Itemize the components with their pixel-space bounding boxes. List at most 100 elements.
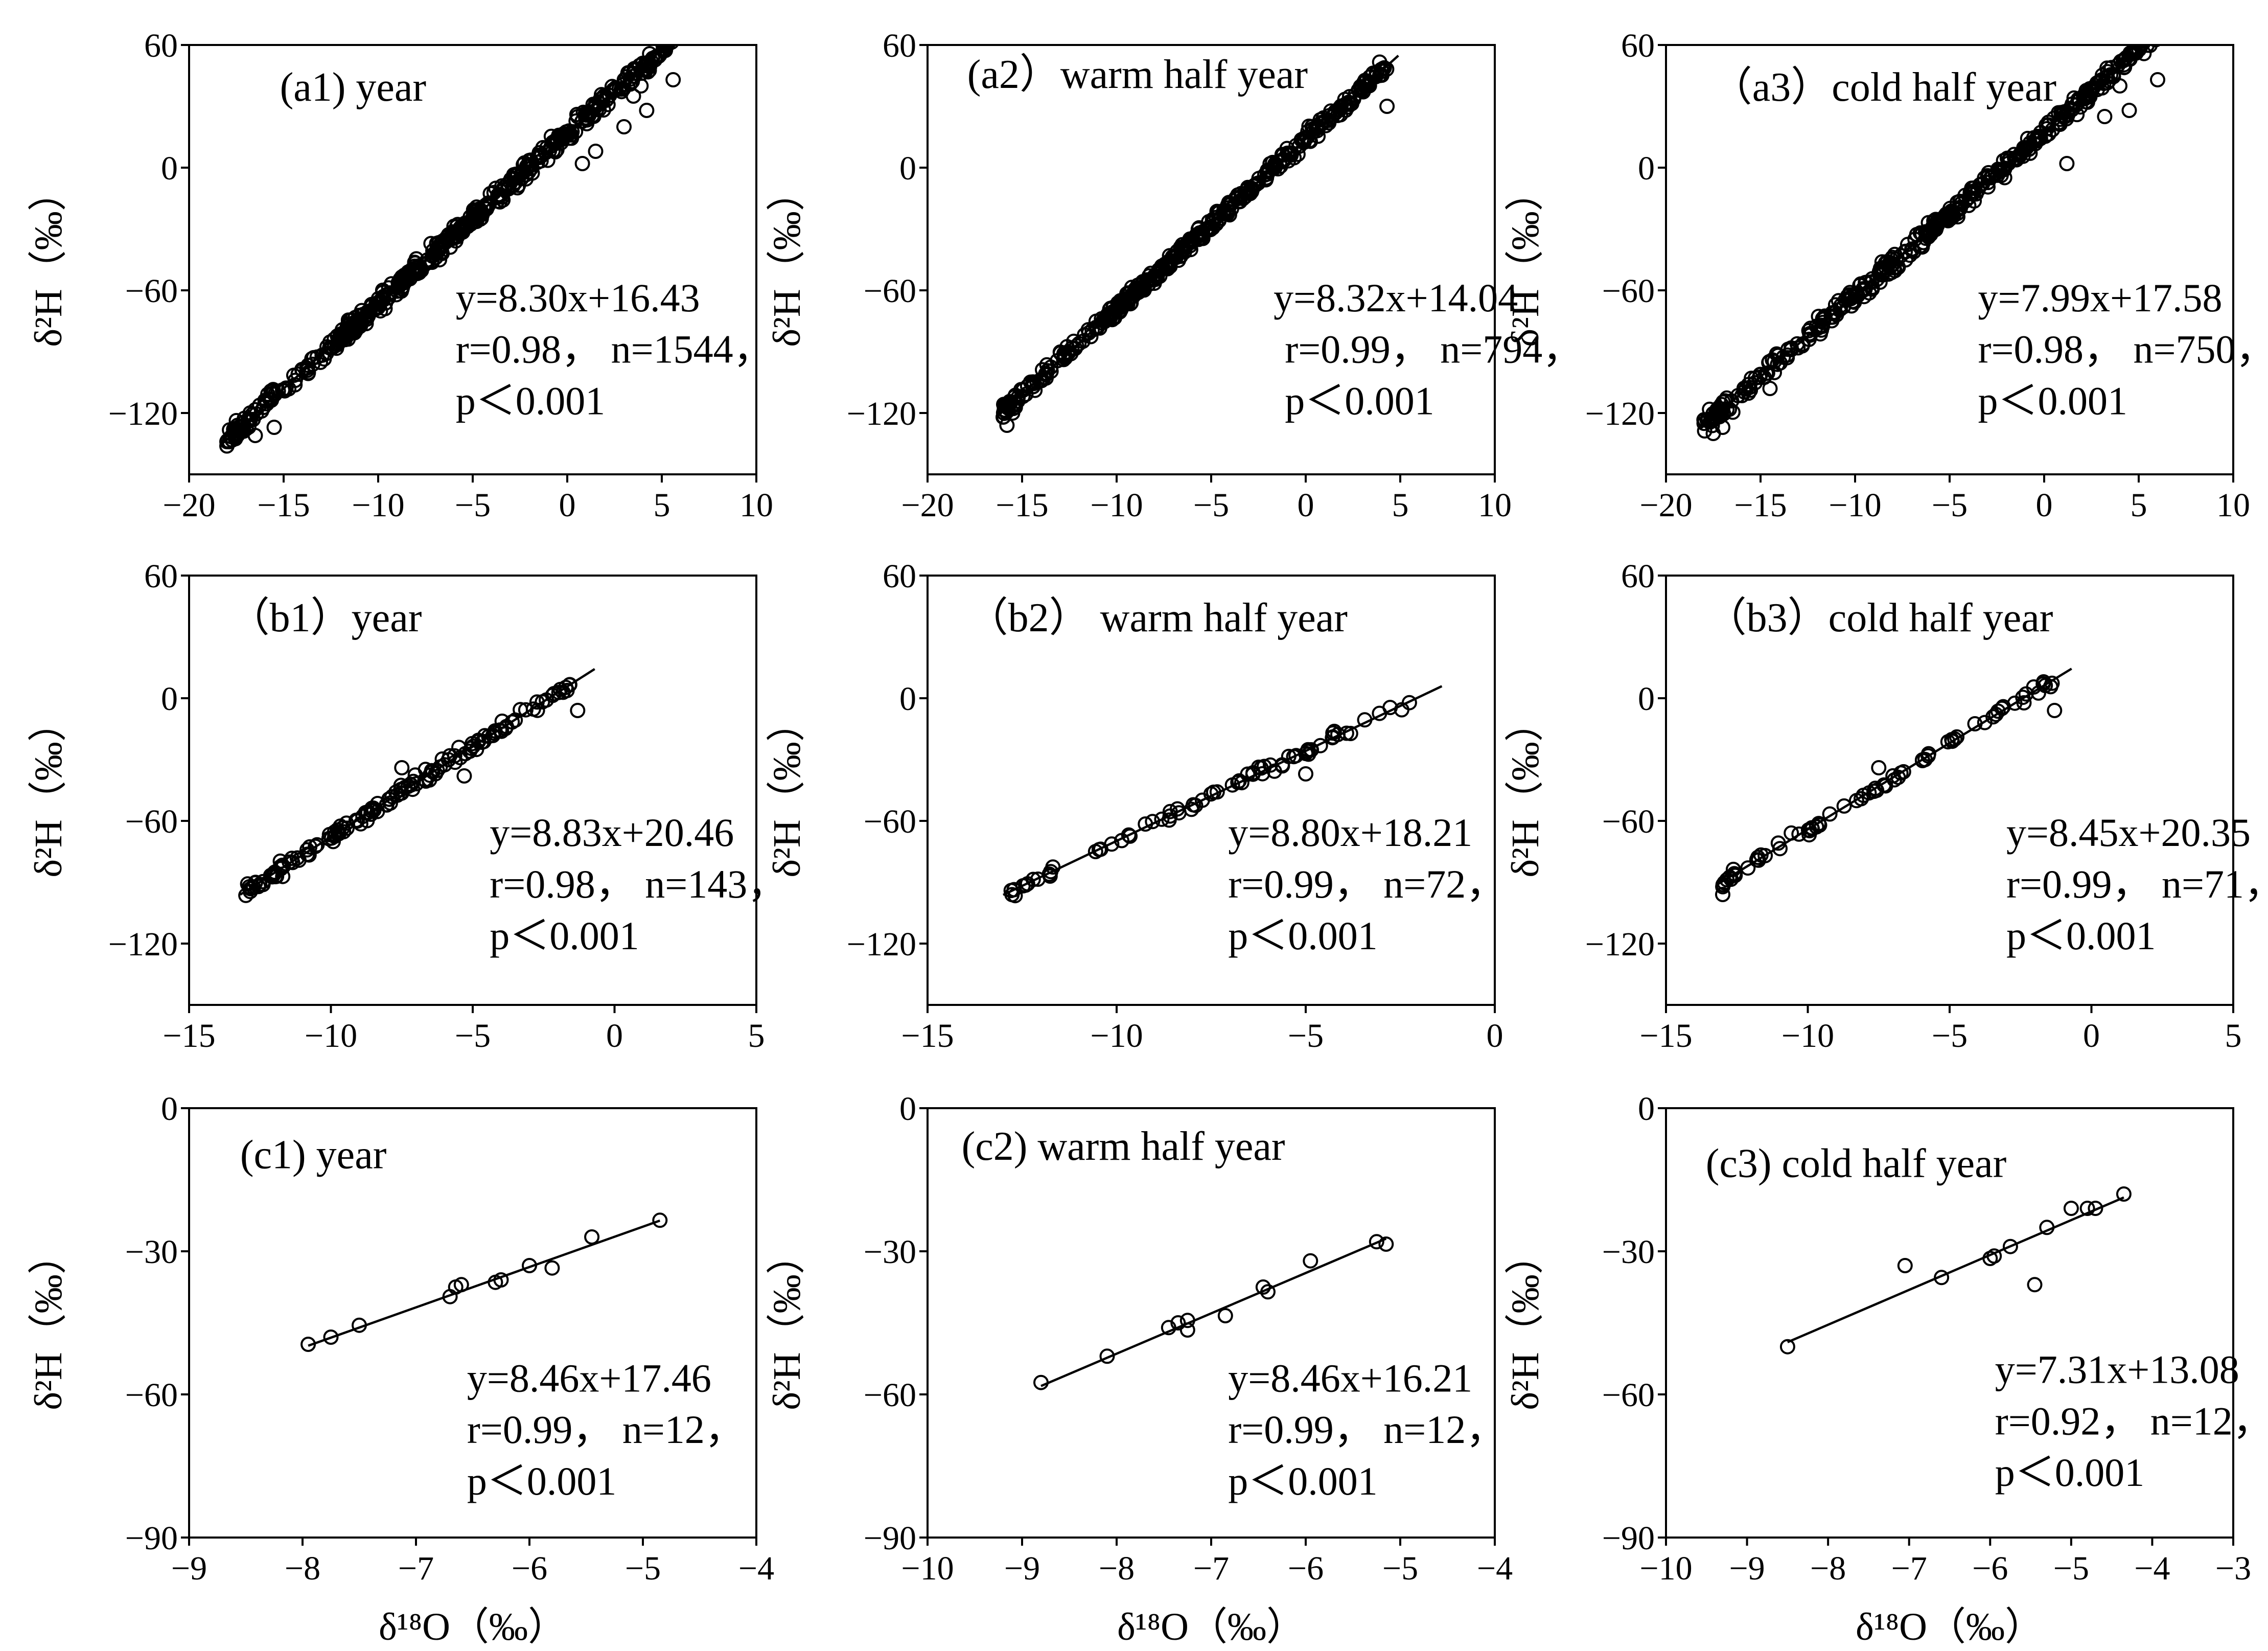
y-tick-label-c3: −90 (1602, 1520, 1655, 1557)
panel-title-b3: （b3）cold half year (1706, 595, 2053, 640)
x-tick-label-c1: −9 (171, 1550, 207, 1587)
data-point-a3-368 (1840, 292, 1856, 308)
data-point-a3-366 (1950, 202, 1965, 218)
data-point-a3-385 (1943, 203, 1959, 219)
y-tick-label-b1: 0 (161, 680, 178, 718)
axes-frame-c2 (927, 1107, 1496, 1539)
y-tick-label-c3: −60 (1602, 1377, 1655, 1414)
data-point-b1-133 (364, 800, 380, 816)
x-tick-label-a3: 5 (2131, 487, 2147, 524)
data-point-b3-21 (1740, 860, 1756, 876)
data-point-b3-71 (2047, 703, 2063, 718)
x-tick-label-a3: −15 (1734, 487, 1787, 524)
data-point-a3-314 (2122, 51, 2138, 67)
data-layer-b1 (238, 668, 595, 903)
data-point-b2-69 (1003, 883, 1019, 899)
data-point-a2-374 (1327, 104, 1343, 120)
data-point-a1-301 (538, 145, 553, 160)
data-point-b1-130 (327, 829, 342, 844)
data-point-a1-517 (554, 129, 570, 145)
data-point-b3-55 (1977, 715, 1993, 730)
data-point-b3-42 (1791, 826, 1807, 842)
data-point-a1-515 (375, 282, 390, 298)
x-tick-label-c2: −9 (1004, 1550, 1040, 1587)
data-point-a2-417 (1034, 372, 1050, 387)
data-point-a1-392 (490, 193, 505, 209)
x-tick-label-b2: −10 (1090, 1017, 1143, 1054)
data-point-a3-406 (1715, 420, 1730, 435)
data-point-a1-470 (521, 164, 537, 180)
x-tick-label-a3: 0 (2036, 487, 2053, 524)
regression-equation-c3: y=7.31x+13.08 (1995, 1347, 2239, 1392)
x-tick-label-a2: −20 (901, 487, 954, 524)
data-point-a3-404 (2059, 156, 2075, 171)
x-tick-label-c1: −7 (398, 1550, 434, 1587)
x-tick-label-a1: −15 (257, 487, 310, 524)
x-tick-label-b2: −15 (901, 1017, 954, 1054)
data-point-b1-128 (539, 692, 554, 708)
panel-title-c3: (c3) cold half year (1706, 1141, 2007, 1186)
fit-line-a1 (222, 45, 668, 444)
data-point-c3-5 (2002, 1239, 2018, 1254)
data-point-a2-382 (1128, 281, 1143, 296)
x-tick-label-a1: 10 (739, 487, 773, 524)
data-point-a3-399 (1928, 220, 1944, 236)
regression-stats-b2: r=0.99， n=72， (1228, 862, 1506, 906)
x-tick-label-c1: −6 (512, 1550, 547, 1587)
y-tick-label-a2: 60 (883, 27, 916, 64)
y-tick-label-c1: −30 (125, 1233, 178, 1271)
data-point-a3-313 (2008, 152, 2024, 168)
data-point-b3-64 (1811, 816, 1826, 832)
y-tick-label-a2: −120 (847, 395, 916, 432)
data-point-b3-72 (1871, 760, 1887, 775)
data-point-c2-1 (1099, 1348, 1115, 1364)
data-point-a1-529 (219, 434, 235, 449)
data-point-b1-74 (407, 767, 423, 783)
data-point-a3-398 (1887, 263, 1903, 279)
data-point-c3-2 (1934, 1270, 1950, 1286)
data-point-a3-276 (1730, 388, 1746, 403)
data-point-a1-296 (658, 45, 674, 51)
y-axis-label-b3: δ²H（‰） (1504, 703, 1547, 877)
data-point-b1-67 (348, 812, 364, 828)
x-tick-label-a2: −15 (996, 487, 1048, 524)
x-tick-label-a1: −20 (163, 487, 215, 524)
x-tick-label-c2: −5 (1382, 1550, 1418, 1587)
data-point-b3-62 (1990, 703, 2006, 719)
y-tick-label-b2: 0 (899, 680, 916, 718)
x-tick-label-c3: −6 (1972, 1550, 2008, 1587)
y-axis-label-b1: δ²H（‰） (27, 703, 70, 877)
data-point-b1-129 (335, 820, 351, 836)
y-tick-label-b2: −60 (864, 803, 916, 840)
data-point-b1-143 (570, 703, 586, 718)
data-point-a2-400 (1100, 310, 1116, 326)
p-value-c2: p＜0.001 (1228, 1459, 1378, 1503)
data-point-a3-149 (2149, 45, 2161, 48)
regression-stats-b1: r=0.98， n=143， (490, 862, 787, 906)
data-point-a3-379 (2076, 87, 2092, 103)
y-tick-label-c1: −60 (125, 1377, 178, 1414)
axes-frame-c1 (188, 1107, 757, 1539)
panel-c2: −10 −9 −8 −7 −6 −5 −4 −90 −60 −30 0 δ²H（‰） δ¹⁸O（‰） (c… (766, 1090, 1513, 1648)
data-point-c2-9 (1303, 1253, 1318, 1269)
y-axis-label-b2: δ²H（‰） (766, 703, 808, 877)
y-axis-label-c3: δ²H（‰） (1504, 1235, 1547, 1410)
data-point-a3-343 (2092, 73, 2108, 89)
data-point-c1-11 (652, 1212, 668, 1228)
data-layer-c1 (300, 1212, 668, 1352)
y-tick-label-c3: −30 (1602, 1233, 1655, 1271)
data-point-a1-469 (506, 171, 522, 187)
data-point-a1-491 (332, 330, 348, 346)
panel-title-c2: (c2) warm half year (962, 1124, 1285, 1169)
data-point-a1-516 (227, 421, 242, 437)
regression-stats-a3: r=0.98， n=750， (1978, 327, 2268, 372)
fit-line-c1 (308, 1219, 661, 1347)
x-tick-label-a1: 0 (559, 487, 576, 524)
data-point-c1-1 (323, 1329, 339, 1345)
data-point-b3-53 (1949, 729, 1965, 745)
data-point-a2-412 (1230, 191, 1245, 207)
y-tick-label-b3: −120 (1585, 926, 1655, 963)
x-tick-label-c3: −3 (2215, 1550, 2251, 1587)
data-point-a1-29 (667, 26, 681, 39)
data-point-c2-11 (1378, 1236, 1394, 1252)
